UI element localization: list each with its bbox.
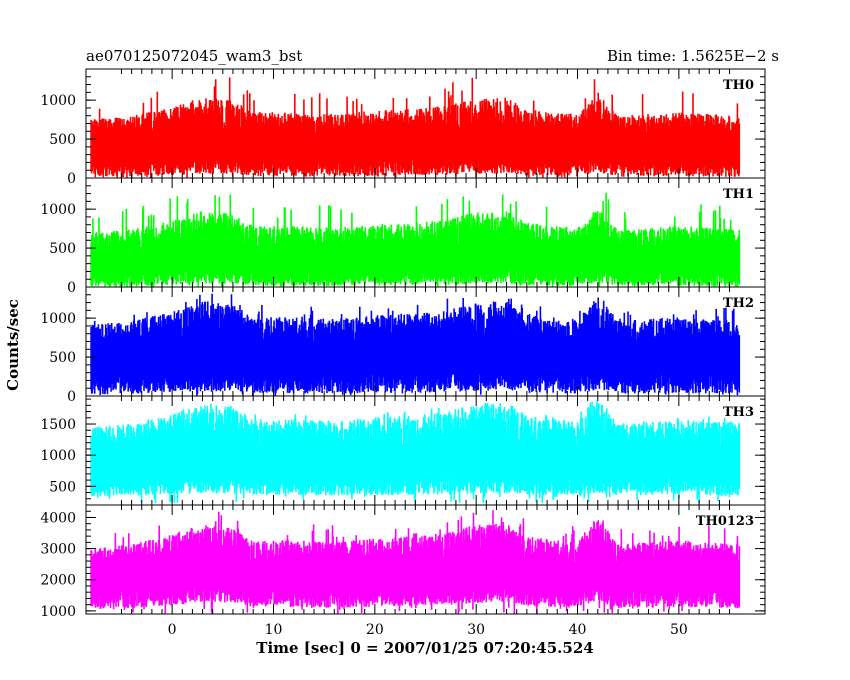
panel-th2: 0 500 1000 TH2 xyxy=(40,286,766,405)
x-tick-label: 50 xyxy=(670,622,688,638)
panel-th1: 0 500 1000 TH1 xyxy=(40,177,766,296)
y-tick-label: 2000 xyxy=(40,573,76,589)
series-label: TH1 xyxy=(723,187,754,202)
y-axis-title: Counts/sec xyxy=(4,299,22,391)
th2-series-line xyxy=(90,293,741,396)
panel-th3: 500 1000 1500 TH3 xyxy=(40,395,766,506)
y-tick-label: 1500 xyxy=(40,417,76,433)
x-tick-label: 0 xyxy=(168,622,177,638)
y-tick-label: 500 xyxy=(49,350,76,366)
y-tick-label: 0 xyxy=(67,280,76,296)
panel-th0: 0 500 1000 TH0 xyxy=(40,68,766,187)
series-label: TH3 xyxy=(723,405,754,420)
th1-series-line xyxy=(90,192,741,287)
y-tick-label: 1000 xyxy=(40,93,76,109)
x-tick-label: 20 xyxy=(366,622,384,638)
th0123-series-line xyxy=(90,510,741,614)
x-tick-label: 10 xyxy=(265,622,283,638)
y-tick-label: 500 xyxy=(49,132,76,148)
th0-series-line xyxy=(90,77,741,178)
source-title: ae070125072045_wam3_bst xyxy=(86,47,302,65)
x-tick-label: 30 xyxy=(467,622,485,638)
x-axis-title: Time [sec] 0 = 2007/01/25 07:20:45.524 xyxy=(256,639,593,657)
y-tick-label: 0 xyxy=(67,389,76,405)
y-tick-label: 1000 xyxy=(40,202,76,218)
y-tick-label: 1000 xyxy=(40,448,76,464)
y-tick-label: 0 xyxy=(67,171,76,187)
y-tick-label: 3000 xyxy=(40,542,76,558)
x-axis: 0 10 20 30 40 50 xyxy=(168,622,688,638)
y-tick-label: 500 xyxy=(49,479,76,495)
th3-series-line xyxy=(90,400,741,504)
y-tick-label: 1000 xyxy=(40,604,76,620)
series-label: TH2 xyxy=(723,296,754,311)
series-label: TH0 xyxy=(723,78,754,93)
panel-th0123: 1000 2000 3000 4000 TH0123 xyxy=(40,504,766,620)
y-tick-label: 4000 xyxy=(40,510,76,526)
panels: 0 500 1000 TH0 0 500 1000 TH1 0 500 1000 TH2 500 1000… xyxy=(40,68,766,620)
bin-time-label: Bin time: 1.5625E−2 s xyxy=(607,47,779,65)
y-tick-label: 500 xyxy=(49,241,76,257)
y-tick-label: 1000 xyxy=(40,311,76,327)
x-tick-label: 40 xyxy=(569,622,587,638)
series-label: TH0123 xyxy=(696,514,754,529)
